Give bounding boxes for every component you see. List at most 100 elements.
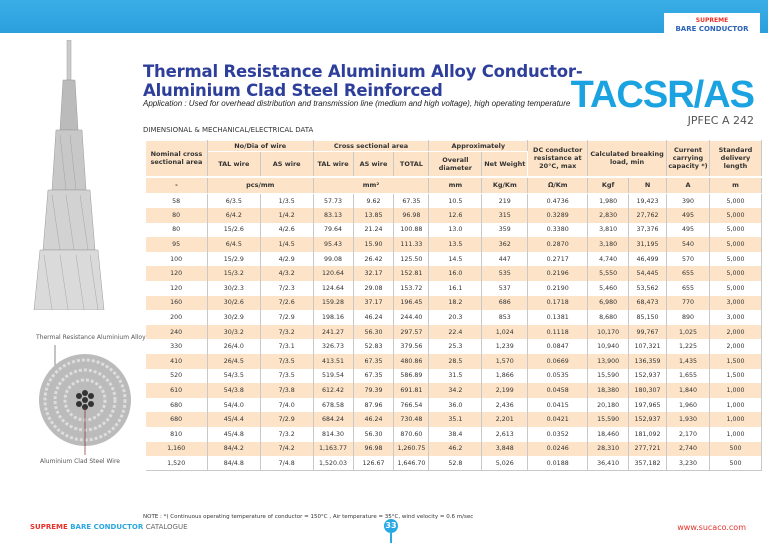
table-cell: 18,460 — [587, 427, 630, 442]
website-link[interactable]: www.sucaco.com — [677, 523, 746, 532]
table-cell: 1,000 — [709, 412, 763, 427]
table-cell: 7/3.8 — [260, 383, 314, 398]
table-cell: 1,239 — [481, 339, 529, 355]
header-current: Current carrying capacity *) — [666, 140, 710, 177]
table-cell: 5,026 — [481, 456, 529, 472]
table-row: 330 26/4.0 7/3.1 326.73 52.83 379.56 25.3 1,239… — [145, 339, 763, 355]
table-cell: 410 — [145, 354, 208, 369]
table-cell: 1,866 — [481, 368, 529, 384]
table-cell: 27,762 — [628, 208, 668, 223]
table-cell: 1,980 — [587, 193, 630, 209]
table-cell: 1/4.5 — [260, 237, 314, 252]
table-row: 95 6/4.5 1/4.5 95.43 15.90 111.33 13.5 362 0.287… — [145, 237, 763, 252]
table-cell: 1,840 — [666, 383, 710, 398]
table-cell: 99.08 — [313, 251, 354, 267]
table-cell: 79.64 — [313, 222, 354, 238]
table-row: 80 15/2.6 4/2.6 79.64 21.24 100.88 13.0 359 0.33… — [145, 222, 763, 238]
table-cell: 26/4.5 — [207, 354, 261, 369]
unit-nodia: pcs/mm — [206, 175, 314, 194]
table-cell: 241.27 — [313, 324, 354, 340]
table-cell: 7/3.2 — [260, 427, 314, 442]
table-cell: 152.81 — [393, 266, 430, 282]
table-cell: 13.5 — [428, 237, 483, 252]
table-cell: 2,000 — [709, 324, 763, 340]
table-cell: 680 — [145, 412, 208, 427]
table-cell: 1,163.77 — [313, 441, 354, 457]
table-cell: 15/2.6 — [207, 222, 261, 238]
table-cell: 3,810 — [587, 222, 630, 238]
application-text: Application : Used for overhead distribu… — [143, 99, 571, 108]
table-cell: 79.39 — [353, 383, 395, 398]
table-cell: 3,848 — [481, 441, 529, 457]
table-cell: 96.98 — [353, 441, 395, 457]
table-cell: 0.2717 — [527, 251, 589, 267]
table-cell: 80 — [145, 208, 208, 223]
table-cell: 684.24 — [313, 412, 354, 427]
table-cell: 0.1718 — [527, 295, 589, 311]
footer-catalogue: CATALOGUE — [145, 523, 188, 531]
unit-n: N — [628, 175, 668, 194]
table-row: 100 15/2.9 4/2.9 99.08 26.42 125.50 14.5 447 0.2… — [145, 251, 763, 267]
table-cell: 7/3.2 — [260, 324, 314, 340]
table-cell: 1/3.5 — [260, 193, 314, 209]
table-cell: 68,473 — [628, 295, 668, 311]
table-cell: 413.51 — [313, 354, 354, 369]
table-cell: 120 — [145, 281, 208, 296]
table-cell: 495 — [666, 208, 710, 223]
unit-delivery: m — [708, 175, 763, 194]
table-cell: 200 — [145, 310, 208, 325]
table-cell: 56.30 — [353, 324, 395, 340]
table-cell: 244.40 — [393, 310, 430, 325]
table-cell: 52.83 — [353, 339, 395, 355]
table-cell: 770 — [666, 295, 710, 311]
footer-brand: SUPREME BARE CONDUCTOR CATALOGUE — [30, 523, 188, 531]
table-cell: 1,225 — [666, 339, 710, 355]
table-cell: 0.0352 — [527, 427, 589, 442]
table-cell: 2,199 — [481, 383, 529, 398]
table-cell: 5,550 — [587, 266, 630, 282]
table-cell: 5,000 — [709, 237, 763, 252]
table-cell: 18,380 — [587, 383, 630, 398]
table-cell: 890 — [666, 310, 710, 325]
header-dc: DC conductor resistance at 20°C, max — [527, 140, 589, 177]
table-cell: 2,000 — [709, 339, 763, 355]
table-cell: 853 — [481, 310, 529, 325]
table-cell: 53,562 — [628, 281, 668, 296]
unit-nominal: - — [145, 175, 208, 194]
table-cell: 586.89 — [393, 368, 430, 384]
table-cell: 31,195 — [628, 237, 668, 252]
table-cell: 0.0246 — [527, 441, 589, 457]
table-row: 610 54/3.8 7/3.8 612.42 79.39 691.81 34.2 2,199… — [145, 383, 763, 398]
table-cell: 35.1 — [428, 412, 483, 427]
header-tal: TAL wire — [206, 151, 261, 177]
table-cell: 107,321 — [628, 339, 668, 355]
standard-code: JPFEC A 242 — [687, 114, 754, 127]
table-cell: 0.0458 — [527, 383, 589, 398]
table-cell: 85,150 — [628, 310, 668, 325]
table-cell: 0.2196 — [527, 266, 589, 282]
table-cell: 6/4.5 — [207, 237, 261, 252]
data-table: Nominal cross sectional area No/Dia of w… — [145, 140, 763, 472]
unit-kgf: Kgf — [587, 175, 630, 194]
table-cell: 495 — [666, 222, 710, 238]
table-cell: 7/2.9 — [260, 310, 314, 325]
table-cell: 2,613 — [481, 427, 529, 442]
page-number: 33 — [384, 519, 398, 533]
table-cell: 45/4.4 — [207, 412, 261, 427]
table-cell: 0.1381 — [527, 310, 589, 325]
table-cell: 45/4.8 — [207, 427, 261, 442]
table-cell: 5,000 — [709, 251, 763, 267]
table-cell: 26/4.0 — [207, 339, 261, 355]
table-cell: 160 — [145, 295, 208, 311]
table-cell: 1,500 — [709, 368, 763, 384]
table-cell: 0.3380 — [527, 222, 589, 238]
brand-bare-conductor: BARE CONDUCTOR — [675, 25, 749, 33]
brand-supreme: SUPREME — [695, 17, 729, 24]
table-cell: 362 — [481, 237, 529, 252]
table-cell: 655 — [666, 266, 710, 282]
table-cell: 1,960 — [666, 397, 710, 413]
table-cell: 0.0535 — [527, 368, 589, 384]
table-cell: 16.0 — [428, 266, 483, 282]
table-cell: 315 — [481, 208, 529, 223]
table-cell: 20,180 — [587, 397, 630, 413]
